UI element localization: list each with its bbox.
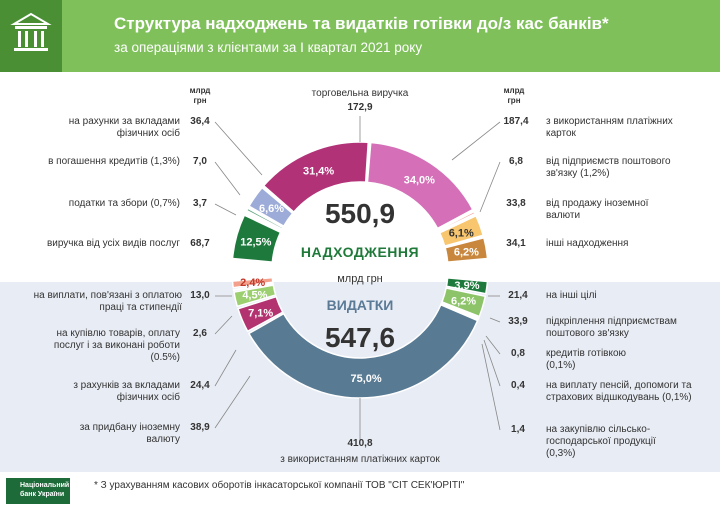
expenses-right-value: 21,4	[508, 290, 528, 301]
slice-percent-label: 6,2%	[451, 296, 476, 308]
expenses-slice	[231, 276, 274, 289]
expenses-right-label: підкріплення підприємствам поштового зв'…	[546, 316, 677, 339]
expenses-left-label: на купівлю товарів, оплату послуг і за в…	[53, 328, 180, 363]
expenses-left-label: з рахунків за вкладами фізичних осіб	[73, 380, 180, 403]
income-right-value: 33,8	[506, 198, 526, 209]
slice-percent-label: 31,4%	[303, 165, 334, 177]
expenses-right-value: 0,4	[511, 380, 525, 391]
income-left-label: податки та збори (0,7%)	[68, 198, 180, 209]
leader-line	[214, 375, 251, 429]
income-left-value: 3,7	[193, 198, 207, 209]
income-right-value: 6,8	[509, 156, 523, 167]
page-subtitle: за операціями з клієнтами за І квартал 2…	[114, 40, 423, 55]
slice-percent-label: 6,1%	[449, 227, 474, 239]
slice-percent-label: 3,9%	[454, 280, 479, 292]
slice-percent-label: 75,0%	[351, 373, 382, 385]
expenses-right-label: кредитів готівкою (0,1%)	[546, 348, 627, 371]
leader-line	[214, 203, 237, 216]
expenses-slice	[247, 303, 479, 399]
expenses-right-value: 1,4	[511, 424, 525, 435]
expenses-right-value: 33,9	[508, 316, 528, 327]
leader-line	[485, 335, 501, 355]
income-top-value: 172,9	[347, 102, 373, 113]
income-slice	[231, 214, 282, 263]
slice-percent-label: 34,0%	[404, 175, 435, 187]
nbu-logo	[6, 478, 70, 504]
income-right-label: інші надходження	[546, 238, 629, 249]
income-slice	[245, 207, 284, 231]
expenses-left-label: на виплати, пов'язані з оплатою праці та…	[33, 290, 182, 313]
income-total: 550,9	[324, 198, 396, 229]
left-unit-label: млрд грн	[189, 86, 211, 105]
expenses-left-label: за придбану іноземну валюту	[79, 422, 180, 445]
leader-line	[214, 161, 241, 196]
expenses-right-label: на інші цілі	[546, 290, 597, 301]
income-slice	[444, 236, 489, 263]
footnote: * З урахуванням касових оборотів інкасат…	[94, 480, 465, 491]
center-unit-label: млрд грн	[337, 273, 383, 285]
expenses-slice	[440, 302, 480, 321]
income-right-value: 34,1	[506, 238, 526, 249]
income-right-value: 187,4	[503, 116, 529, 127]
income-right-label: від підприємств поштового зв'язку (1,2%)	[546, 156, 671, 179]
expenses-slice	[237, 295, 284, 333]
income-slice	[438, 214, 485, 248]
income-slice	[262, 141, 370, 214]
right-unit-label: млрд грн	[503, 86, 525, 105]
leader-line	[481, 343, 501, 431]
leader-line	[214, 121, 263, 176]
income-left-label: в погашення кредитів (1,3%)	[48, 156, 180, 167]
slice-percent-label: 4,5%	[242, 290, 267, 302]
slice-percent-label: 7,1%	[248, 307, 273, 319]
expenses-slice	[232, 282, 274, 292]
income-right-label: від продажу іноземної валюти	[546, 198, 649, 221]
income-slice	[248, 186, 294, 228]
expenses-bottom-label: з використанням платіжних карток	[280, 454, 440, 465]
slice-percent-label: 6,2%	[454, 246, 479, 258]
bank-name: Національний банк України	[20, 482, 70, 498]
income-slice	[244, 211, 283, 232]
leader-line	[483, 339, 501, 387]
leader-line	[214, 315, 233, 335]
slice-percent-label: 2,4%	[240, 277, 265, 289]
leader-line	[489, 317, 501, 323]
bank-building-icon	[10, 12, 52, 51]
page-title: Структура надходжень та видатків готівки…	[114, 14, 609, 33]
expenses-slice	[445, 277, 489, 295]
income-slice	[437, 210, 476, 233]
footer	[0, 472, 720, 510]
income-top-label: торговельна виручка	[311, 88, 409, 99]
slice-percent-label: 6,6%	[259, 203, 284, 215]
income-slice	[366, 141, 474, 230]
leader-line	[214, 349, 237, 387]
expenses-slice	[233, 284, 277, 308]
expenses-right-value: 0,8	[511, 348, 525, 359]
header-banner	[0, 0, 720, 72]
expenses-left-value: 13,0	[190, 290, 210, 301]
expenses-bottom-value: 410,8	[347, 438, 373, 449]
income-title: НАДХОДЖЕННЯ	[300, 244, 420, 260]
income-left-value: 68,7	[190, 238, 210, 249]
income-left-value: 7,0	[193, 156, 207, 167]
bank-logo	[0, 0, 62, 72]
expenses-right-label: на виплату пенсій, допомоги та страхових…	[546, 380, 692, 403]
expenses-left-value: 38,9	[190, 422, 210, 433]
expenses-left-value: 24,4	[190, 380, 210, 391]
slice-percent-label: 12,5%	[240, 237, 271, 249]
expenses-title: ВИДАТКИ	[326, 297, 394, 313]
income-left-label: на рахунки за вкладами фізичних осіб	[68, 116, 180, 139]
leader-line	[479, 161, 501, 213]
leader-line	[451, 121, 501, 161]
expenses-right-label: на закупівлю сільсько-господарської прод…	[546, 424, 656, 459]
income-left-label: виручка від усіх видів послуг	[46, 238, 180, 249]
expenses-total: 547,6	[324, 322, 396, 353]
income-left-value: 36,4	[190, 116, 210, 127]
income-right-label: з використанням платіжних карток	[546, 116, 673, 139]
expenses-left-value: 2,6	[193, 328, 207, 339]
